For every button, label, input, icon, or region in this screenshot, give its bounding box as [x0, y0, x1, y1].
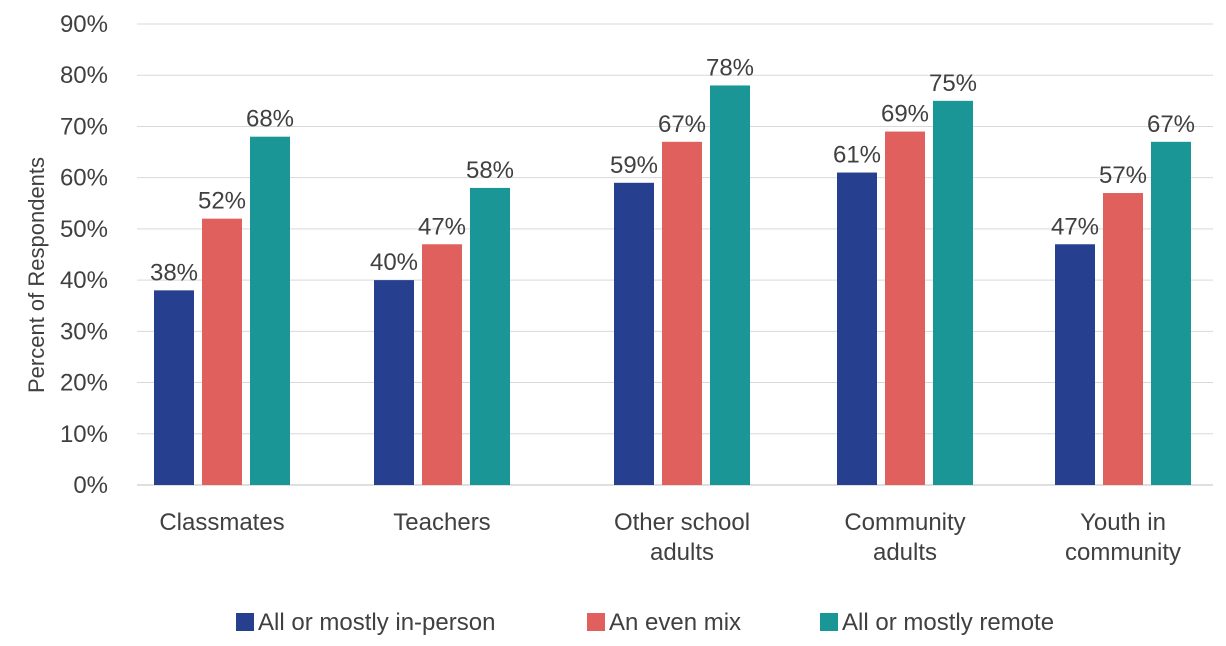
- legend-label: All or mostly remote: [842, 609, 1054, 636]
- x-category-label: Classmates: [159, 509, 284, 536]
- x-category-label: Other school adults: [614, 509, 750, 566]
- data-label: 78%: [706, 54, 754, 81]
- data-label: 47%: [1051, 213, 1099, 240]
- bar: [885, 131, 925, 486]
- data-label: 68%: [246, 106, 294, 133]
- bars: [154, 85, 1191, 486]
- data-label: 69%: [881, 101, 929, 128]
- legend: All or mostly in-person An even mix All or…: [236, 609, 1054, 636]
- data-label: 59%: [610, 152, 658, 179]
- x-category-label-line: adults: [873, 539, 937, 566]
- y-axis-ticks: 0% 10% 20% 30% 40% 50% 60% 70% 80% 90%: [60, 11, 108, 499]
- y-tick-label: 40%: [60, 267, 108, 294]
- x-category-label: Youth in community: [1065, 509, 1181, 566]
- x-category-label-line: Youth in: [1080, 509, 1166, 536]
- y-tick-label: 60%: [60, 165, 108, 192]
- bar: [202, 218, 242, 485]
- data-label: 38%: [150, 259, 198, 286]
- x-category-label-line: Other school: [614, 509, 750, 536]
- data-label: 40%: [370, 249, 418, 276]
- y-tick-label: 50%: [60, 216, 108, 243]
- x-category-label-line: adults: [650, 539, 714, 566]
- bar: [154, 290, 194, 485]
- x-category-label: Community adults: [844, 509, 965, 566]
- x-category-label-line: Teachers: [393, 509, 490, 536]
- legend-label: An even mix: [609, 609, 741, 636]
- bar: [837, 172, 877, 486]
- data-label: 61%: [833, 142, 881, 169]
- bar: [250, 136, 290, 485]
- x-category-label-line: community: [1065, 539, 1181, 566]
- data-label: 67%: [1147, 111, 1195, 138]
- legend-swatch: [236, 613, 254, 631]
- data-label: 58%: [466, 157, 514, 184]
- y-tick-label: 20%: [60, 370, 108, 397]
- bar: [470, 187, 510, 485]
- y-tick-label: 80%: [60, 62, 108, 89]
- data-label: 75%: [929, 70, 977, 97]
- y-tick-label: 70%: [60, 113, 108, 140]
- legend-item: All or mostly in-person: [236, 609, 495, 636]
- y-tick-label: 90%: [60, 11, 108, 38]
- x-category-label-line: Classmates: [159, 509, 284, 536]
- bar: [1103, 193, 1143, 486]
- legend-label: All or mostly in-person: [258, 609, 495, 636]
- data-label: 52%: [198, 188, 246, 215]
- legend-swatch: [820, 613, 838, 631]
- bar: [1151, 141, 1191, 486]
- data-label: 47%: [418, 213, 466, 240]
- data-label: 67%: [658, 111, 706, 138]
- y-tick-label: 30%: [60, 318, 108, 345]
- bar: [614, 182, 654, 486]
- x-category-label: Teachers: [393, 509, 490, 536]
- x-axis-categories: Classmates Teachers Other school adultsComm…: [159, 509, 1181, 566]
- legend-swatch: [587, 613, 605, 631]
- bar: [422, 244, 462, 485]
- bar: [1055, 244, 1095, 485]
- bar: [662, 141, 702, 486]
- data-labels: 38% 40% 59% 61% 47% 52% 47% 67% 69% 57% 68% 58% 78% 7…: [150, 54, 1195, 286]
- bar: [710, 85, 750, 485]
- y-tick-label: 0%: [73, 472, 108, 499]
- x-category-label-line: Community: [844, 509, 965, 536]
- y-tick-label: 10%: [60, 421, 108, 448]
- y-axis-title: Percent of Respondents: [24, 157, 49, 393]
- legend-item: All or mostly remote: [820, 609, 1054, 636]
- legend-item: An even mix: [587, 609, 741, 636]
- data-label: 57%: [1099, 162, 1147, 189]
- bar: [933, 100, 973, 485]
- bar: [374, 280, 414, 485]
